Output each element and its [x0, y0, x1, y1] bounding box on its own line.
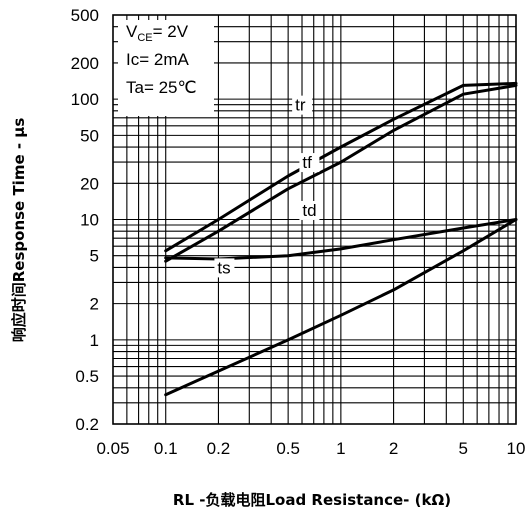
curve-label-td: td [302, 201, 316, 220]
y-tick-labels: 500 200 100 50 20 10 5 2 1 0.5 0.2 [71, 6, 99, 434]
series-line-ts [164, 218, 518, 397]
x-tick-label: 0.5 [276, 439, 300, 458]
curve-label-bg [214, 258, 235, 278]
y-tick-label: 1 [90, 331, 99, 350]
series-line-tf [164, 83, 518, 263]
curve-label-bg [299, 200, 320, 220]
y-tick-label: 0.2 [75, 415, 99, 434]
y-tick-label: 2 [90, 295, 99, 314]
y-tick-label: 20 [80, 174, 99, 193]
y-tick-label: 10 [80, 211, 99, 230]
curve-label-bg [292, 95, 313, 115]
x-tick-label: 0.1 [154, 439, 178, 458]
condition-ta: Ta= 25℃ [126, 78, 197, 97]
x-tick-label: 2 [389, 439, 398, 458]
x-tick-labels: 0.05 0.1 0.2 0.5 1 2 5 10 [96, 439, 525, 458]
curve-label-ts: ts [217, 258, 230, 277]
x-tick-label: 5 [459, 439, 468, 458]
y-tick-label: 0.5 [75, 367, 99, 386]
x-tick-label: 0.2 [207, 439, 231, 458]
curve-label-bg [299, 153, 320, 173]
x-tick-label: 1 [336, 439, 345, 458]
x-axis-title: RL -负载电阻Load Resistance- (kΩ) [173, 491, 451, 509]
curve-label-tf: tf [302, 153, 312, 172]
condition-vce: VCE= 2V [126, 22, 189, 44]
condition-ic: Ic= 2mA [126, 50, 189, 69]
curve-label-tr: tr [295, 96, 306, 115]
curve-labels: tr tf td ts [214, 95, 320, 278]
y-tick-label: 50 [80, 126, 99, 145]
x-tick-label: 10 [507, 439, 526, 458]
y-tick-label: 200 [71, 54, 99, 73]
y-tick-label: 100 [71, 90, 99, 109]
conditions-box [118, 20, 214, 116]
y-axis-title: 响应时间Response Time - μs [10, 118, 28, 343]
y-tick-label: 5 [90, 247, 99, 266]
y-tick-label: 500 [71, 6, 99, 25]
series-line-tr [164, 81, 518, 253]
x-tick-label: 0.05 [96, 439, 129, 458]
grid-lines [113, 15, 516, 424]
